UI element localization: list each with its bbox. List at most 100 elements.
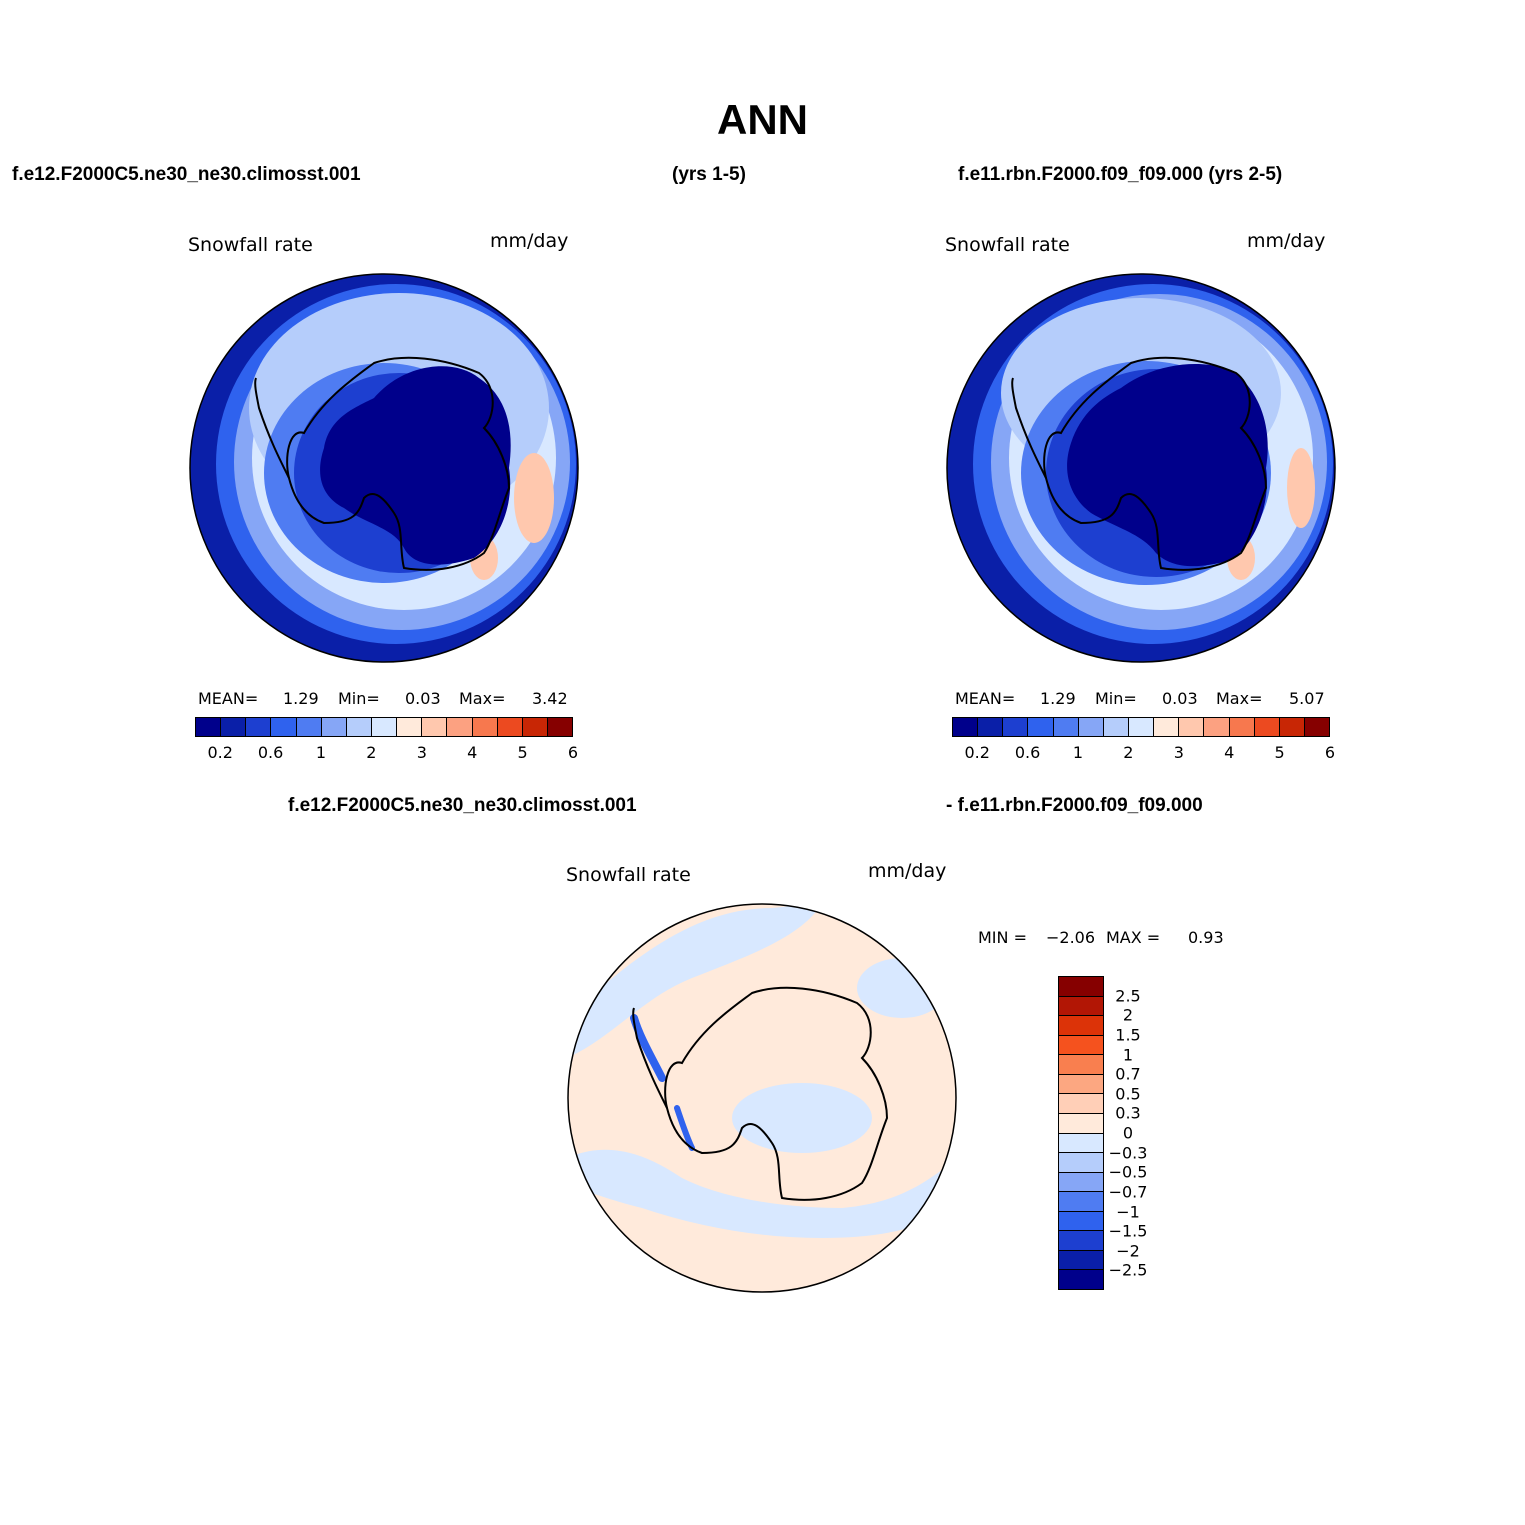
colorbar-swatch [1179, 718, 1205, 736]
panel1-variable: Snowfall rate [188, 234, 313, 256]
panel1-stats: MEAN= 1.29 Min= 0.03 Max= 3.42 [198, 689, 578, 709]
colorbar-tick-label: 1 [315, 743, 327, 762]
max-value: 3.42 [532, 689, 568, 708]
min-label: MIN = [978, 928, 1027, 947]
colorbar-tick-label: 3 [416, 743, 427, 762]
colorbar-swatch [1128, 718, 1155, 736]
colorbar-swatch [1103, 718, 1129, 736]
colorbar-swatch [1229, 718, 1255, 736]
colorbar-tick-label: −2 [1116, 1241, 1140, 1261]
colorbar-tick-label: 1 [1122, 1045, 1134, 1064]
antarctica-coastline [286, 356, 511, 571]
colorbar-tick-label: 5 [1274, 743, 1285, 762]
colorbar-swatch [1059, 1250, 1103, 1271]
min-value: 0.03 [405, 689, 441, 708]
warm-patch [514, 453, 554, 543]
colorbar-tick-label: 0.6 [1014, 743, 1041, 762]
colorbar-tick-label: 3 [1173, 743, 1184, 762]
max-label: Max= [459, 689, 506, 708]
colorbar-tick-label: 5 [517, 743, 528, 762]
colorbar-tick-label: 2 [1122, 1005, 1134, 1025]
colorbar-swatch [1304, 718, 1330, 736]
colorbar-tick-label: 2.5 [1115, 986, 1141, 1006]
colorbar-swatch [1053, 718, 1079, 736]
colorbar-swatch [497, 718, 523, 736]
colorbar-swatch [978, 718, 1004, 736]
case-b-label: f.e11.rbn.F2000.f09_f09.000 (yrs 2-5) [958, 164, 1283, 185]
colorbar-tick-label: 0.2 [207, 743, 233, 762]
panel2-variable: Snowfall rate [945, 234, 1070, 256]
colorbar-swatch [271, 718, 297, 736]
colorbar-swatch [1059, 1133, 1103, 1154]
colorbar-swatch [1254, 718, 1280, 736]
interior [1067, 364, 1268, 567]
colorbar-swatch [1059, 1055, 1103, 1075]
colorbar-swatch [1003, 718, 1029, 736]
colorbar-tick-label: 0.5 [1115, 1084, 1141, 1104]
colorbar-swatch [1059, 1172, 1103, 1193]
mean-value: 1.29 [1040, 689, 1076, 708]
colorbar-tick-label: 0 [1122, 1123, 1134, 1143]
colorbar-tick-label: 4 [467, 743, 478, 762]
colorbar-swatch [1059, 996, 1103, 1017]
case-a-years: (yrs 1-5) [672, 164, 746, 185]
colorbar-tick-label: 4 [1224, 743, 1235, 762]
colorbar-swatch [1059, 1016, 1103, 1036]
colorbar-swatch [1059, 1211, 1103, 1232]
colorbar-tick-label: 6 [1324, 743, 1336, 762]
colorbar-swatch [472, 718, 498, 736]
colorbar-tick-label: 1 [1072, 743, 1084, 762]
map-boundary [946, 273, 1336, 663]
diff-negative-area [568, 904, 822, 1058]
min-value: 0.03 [1162, 689, 1198, 708]
max-label: Max= [1216, 689, 1263, 708]
interior [320, 366, 511, 565]
mean-label: MEAN= [198, 689, 259, 708]
colorbar-swatch [296, 718, 322, 736]
colorbar-swatch [321, 718, 347, 736]
colorbar-tick-label: 0.6 [257, 743, 284, 762]
map-boundary [567, 903, 957, 1293]
diff-strong-negative [674, 1105, 695, 1151]
figure-title: ANN [717, 96, 808, 143]
colorbar-tick-label: 0.7 [1115, 1064, 1141, 1084]
diff-negative-area [732, 1083, 872, 1153]
colorbar-tick-label: −2.5 [1108, 1260, 1148, 1280]
antarctic-peninsula [1011, 377, 1047, 479]
diff-strong-negative [630, 1014, 666, 1082]
colorbar-swatch [1059, 1035, 1103, 1056]
panel3-variable: Snowfall rate [566, 864, 691, 886]
antarctica-coastline [664, 986, 889, 1201]
min-label: Min= [338, 689, 380, 708]
diff-case-b-label: - f.e11.rbn.F2000.f09_f09.000 [946, 795, 1203, 816]
colorbar-tick-label: −1.5 [1108, 1221, 1148, 1241]
max-label: MAX = [1106, 928, 1161, 947]
colorbar-swatch [1204, 718, 1230, 736]
colorbar-swatch [1059, 1270, 1103, 1289]
panel1-units: mm/day [490, 230, 569, 252]
colorbar-swatch [221, 718, 247, 736]
panel1-colorbar [195, 717, 573, 737]
colorbar-tick-label: 0.3 [1115, 1103, 1141, 1123]
diff-negative-area [857, 958, 947, 1018]
panel2-units: mm/day [1247, 230, 1326, 252]
colorbar-tick-label: 1.5 [1115, 1025, 1141, 1045]
colorbar-tick-label: −0.5 [1108, 1162, 1148, 1182]
colorbar-swatch [522, 718, 548, 736]
colorbar-swatch [196, 718, 222, 736]
colorbar-swatch [422, 718, 448, 736]
panel2-colorbar [952, 717, 1330, 737]
max-value: 5.07 [1289, 689, 1325, 708]
map-boundary [189, 273, 579, 663]
colorbar-swatch [953, 718, 979, 736]
colorbar-swatch [1279, 718, 1305, 736]
colorbar-swatch [547, 718, 573, 736]
colorbar-tick-label: −0.3 [1108, 1143, 1148, 1163]
colorbar-swatch [1059, 1231, 1103, 1251]
case-a-label: f.e12.F2000C5.ne30_ne30.climosst.001 [12, 164, 361, 185]
colorbar-swatch [346, 718, 372, 736]
diff-colorbar [1058, 976, 1104, 1290]
diff-negative-area [568, 1149, 956, 1238]
colorbar-swatch [371, 718, 398, 736]
colorbar-swatch [1059, 1074, 1103, 1095]
